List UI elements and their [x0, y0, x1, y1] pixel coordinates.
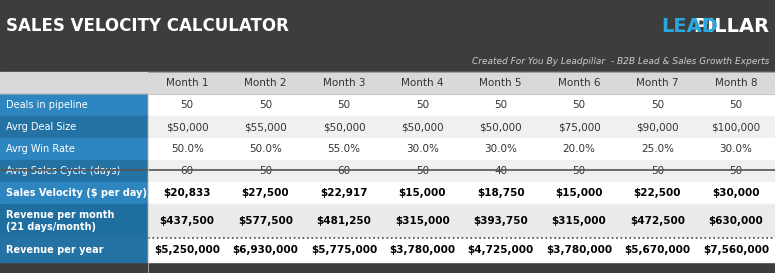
- Text: 30.0%: 30.0%: [406, 144, 439, 154]
- Bar: [0, 138, 148, 160]
- Text: $75,000: $75,000: [558, 122, 601, 132]
- Text: Avrg Win Rate: Avrg Win Rate: [6, 144, 75, 154]
- Text: 50.0%: 50.0%: [249, 144, 282, 154]
- Text: $577,500: $577,500: [238, 216, 293, 226]
- Text: $4,725,000: $4,725,000: [467, 245, 534, 255]
- Text: $55,000: $55,000: [244, 122, 287, 132]
- Text: $6,930,000: $6,930,000: [232, 245, 298, 255]
- Text: $15,000: $15,000: [398, 188, 446, 198]
- Bar: [148, 238, 775, 262]
- Text: 50: 50: [573, 166, 586, 176]
- Text: $630,000: $630,000: [708, 216, 763, 226]
- Text: $315,000: $315,000: [395, 216, 449, 226]
- Text: $27,500: $27,500: [242, 188, 289, 198]
- Text: $481,250: $481,250: [316, 216, 371, 226]
- Text: 40: 40: [494, 166, 508, 176]
- Text: 50: 50: [181, 100, 194, 110]
- Bar: [0, 116, 148, 138]
- Text: $315,000: $315,000: [552, 216, 606, 226]
- Text: 60: 60: [337, 166, 350, 176]
- Bar: [148, 94, 775, 116]
- Text: $393,750: $393,750: [474, 216, 528, 226]
- Text: PILLAR: PILLAR: [693, 16, 769, 35]
- Text: $3,780,000: $3,780,000: [389, 245, 456, 255]
- Text: $7,560,000: $7,560,000: [703, 245, 769, 255]
- Bar: [148, 72, 775, 94]
- Text: Month 4: Month 4: [401, 78, 443, 88]
- Bar: [0, 182, 148, 204]
- Text: 50: 50: [651, 166, 664, 176]
- Text: 50: 50: [729, 100, 742, 110]
- Bar: [0, 94, 148, 116]
- Text: 30.0%: 30.0%: [484, 144, 517, 154]
- Text: $30,000: $30,000: [712, 188, 760, 198]
- Text: 50.0%: 50.0%: [170, 144, 204, 154]
- Text: 55.0%: 55.0%: [327, 144, 360, 154]
- Text: $50,000: $50,000: [480, 122, 522, 132]
- Text: Month 7: Month 7: [636, 78, 679, 88]
- Text: Avrg Deal Size: Avrg Deal Size: [6, 122, 76, 132]
- Text: $50,000: $50,000: [401, 122, 443, 132]
- Bar: [0, 238, 148, 262]
- Text: Revenue per year: Revenue per year: [6, 245, 104, 255]
- Text: $90,000: $90,000: [636, 122, 679, 132]
- Text: Month 3: Month 3: [322, 78, 365, 88]
- Text: $472,500: $472,500: [630, 216, 685, 226]
- Text: Deals in pipeline: Deals in pipeline: [6, 100, 88, 110]
- Text: 50: 50: [259, 166, 272, 176]
- Bar: [0, 72, 148, 94]
- Bar: [0, 0, 775, 52]
- Text: 60: 60: [181, 166, 194, 176]
- Text: Month 8: Month 8: [715, 78, 757, 88]
- Text: $20,833: $20,833: [164, 188, 211, 198]
- Text: 50: 50: [337, 100, 350, 110]
- Text: $22,917: $22,917: [320, 188, 367, 198]
- Text: $5,250,000: $5,250,000: [154, 245, 220, 255]
- Text: Sales Velocity ($ per day): Sales Velocity ($ per day): [6, 188, 147, 198]
- Text: 50: 50: [415, 100, 429, 110]
- Text: $5,775,000: $5,775,000: [311, 245, 377, 255]
- Text: 30.0%: 30.0%: [719, 144, 753, 154]
- Text: $3,780,000: $3,780,000: [546, 245, 612, 255]
- Text: 50: 50: [259, 100, 272, 110]
- Bar: [148, 138, 775, 160]
- Text: Month 5: Month 5: [480, 78, 522, 88]
- Bar: [148, 182, 775, 204]
- Bar: [148, 116, 775, 138]
- Text: $50,000: $50,000: [322, 122, 365, 132]
- Text: Month 1: Month 1: [166, 78, 208, 88]
- Text: 25.0%: 25.0%: [641, 144, 674, 154]
- Text: SALES VELOCITY CALCULATOR: SALES VELOCITY CALCULATOR: [6, 17, 289, 35]
- Bar: [0, 160, 148, 182]
- Text: Month 6: Month 6: [558, 78, 601, 88]
- Bar: [0, 204, 148, 238]
- Text: Created For You By Leadpillar  - B2B Lead & Sales Growth Experts: Created For You By Leadpillar - B2B Lead…: [472, 58, 769, 67]
- Text: 20.0%: 20.0%: [563, 144, 595, 154]
- Text: 50: 50: [415, 166, 429, 176]
- Text: $18,750: $18,750: [477, 188, 525, 198]
- Text: 50: 50: [651, 100, 664, 110]
- Text: $5,670,000: $5,670,000: [625, 245, 691, 255]
- Text: Month 2: Month 2: [244, 78, 287, 88]
- Text: 50: 50: [729, 166, 742, 176]
- Bar: [148, 204, 775, 238]
- Text: $22,500: $22,500: [634, 188, 681, 198]
- Text: $50,000: $50,000: [166, 122, 208, 132]
- Text: $15,000: $15,000: [556, 188, 603, 198]
- Text: 50: 50: [494, 100, 508, 110]
- Bar: [0, 52, 775, 72]
- Text: Avrg Sales Cycle (days): Avrg Sales Cycle (days): [6, 166, 120, 176]
- Text: $100,000: $100,000: [711, 122, 760, 132]
- Text: LEAD: LEAD: [661, 16, 718, 35]
- Bar: [148, 160, 775, 182]
- Text: $437,500: $437,500: [160, 216, 215, 226]
- Text: Revenue per month
(21 days/month): Revenue per month (21 days/month): [6, 210, 115, 232]
- Text: 50: 50: [573, 100, 586, 110]
